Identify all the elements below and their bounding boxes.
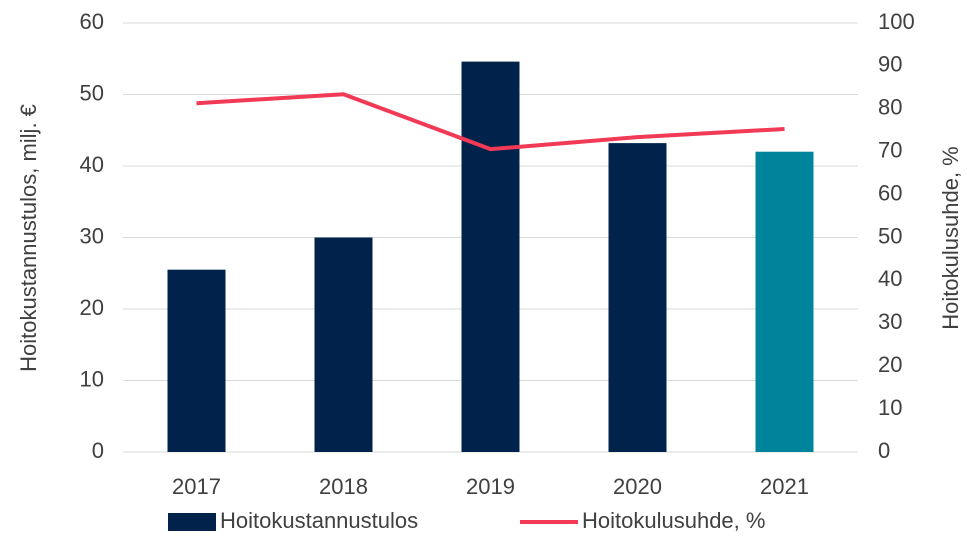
y-tick-label: 10 xyxy=(80,366,104,391)
x-tick-label: 2020 xyxy=(613,474,662,499)
y-tick-label: 30 xyxy=(80,223,104,248)
y2-tick-label: 50 xyxy=(878,223,902,248)
bar xyxy=(461,61,520,453)
legend-label: Hoitokulusuhde, % xyxy=(582,508,765,533)
y2-tick-label: 70 xyxy=(878,138,902,163)
bar xyxy=(755,151,814,452)
y-tick-label: 40 xyxy=(80,152,104,177)
legend-swatch xyxy=(168,513,216,531)
bar xyxy=(608,143,667,452)
x-tick-label: 2017 xyxy=(172,474,221,499)
y2-tick-label: 40 xyxy=(878,266,902,291)
bar xyxy=(167,269,226,452)
x-tick-label: 2021 xyxy=(760,474,809,499)
bar xyxy=(314,237,373,452)
y2-tick-label: 0 xyxy=(878,438,890,463)
y-tick-label: 60 xyxy=(80,9,104,34)
y-tick-label: 0 xyxy=(92,438,104,463)
y2-tick-label: 80 xyxy=(878,95,902,120)
y2-tick-label: 30 xyxy=(878,309,902,334)
y-axis-label: Hoitokustannustulos, milj. € xyxy=(16,104,41,372)
y2-axis-label: Hoitokulusuhde, % xyxy=(938,146,963,329)
y2-tick-label: 10 xyxy=(878,395,902,420)
y-tick-label: 50 xyxy=(80,80,104,105)
y-tick-label: 20 xyxy=(80,295,104,320)
x-tick-label: 2018 xyxy=(319,474,368,499)
y2-tick-label: 60 xyxy=(878,180,902,205)
y2-tick-label: 20 xyxy=(878,352,902,377)
line xyxy=(196,92,785,152)
y2-tick-label: 100 xyxy=(878,9,915,34)
y2-tick-label: 90 xyxy=(878,52,902,77)
x-tick-label: 2019 xyxy=(466,474,515,499)
legend-label: Hoitokustannustulos xyxy=(220,508,418,533)
